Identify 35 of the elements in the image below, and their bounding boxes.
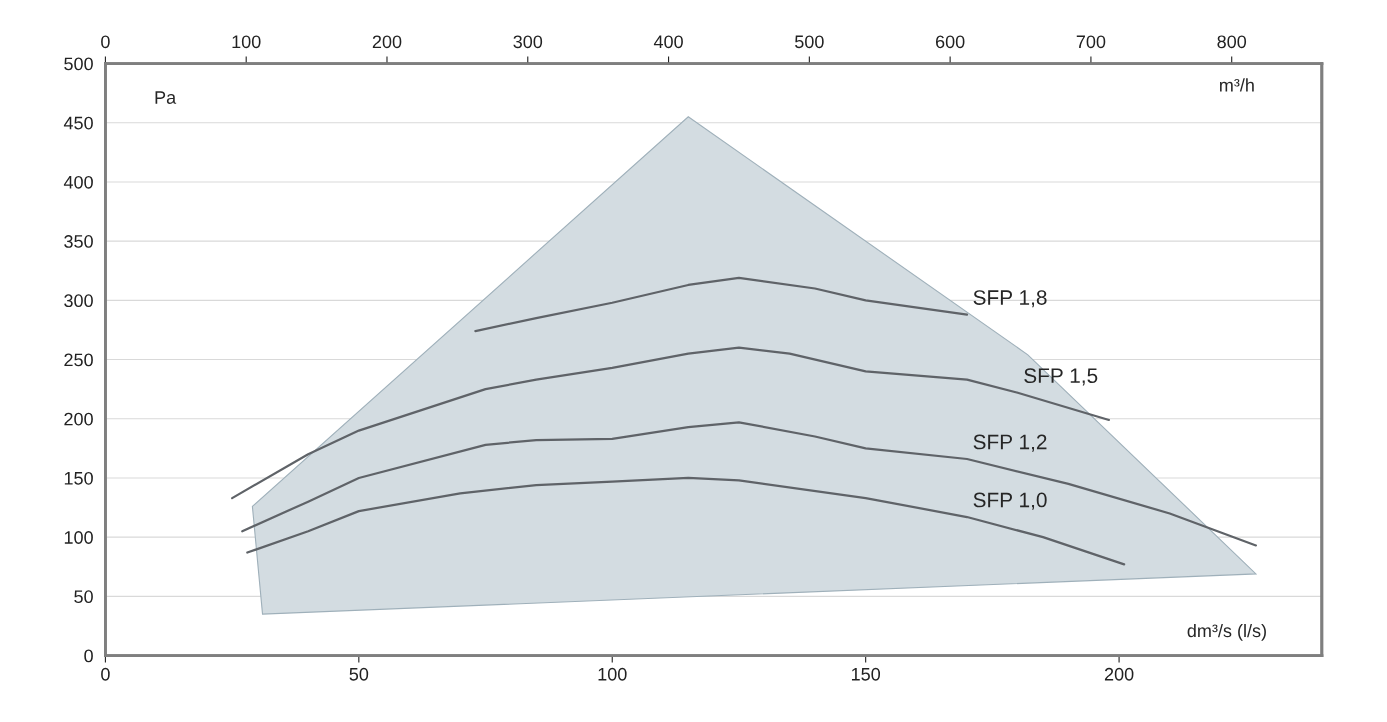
series-label: SFP 1,8: [973, 290, 1047, 308]
y-tick-label: 150: [64, 471, 93, 485]
line-series: [241, 421, 1258, 547]
y-tick-label: 400: [63, 175, 93, 189]
y-axis-title: Pa: [155, 91, 177, 104]
x-tick-label: 50: [349, 667, 369, 681]
x2-tick-label: 700: [1076, 35, 1106, 49]
x-tick-label: 150: [851, 667, 881, 681]
y-tick-label: 500: [64, 57, 93, 71]
x2-tick-label: 200: [372, 35, 402, 49]
x2-tick-label: 800: [1217, 35, 1247, 49]
line-series: [246, 476, 1126, 566]
x2-axis-title: m³/h: [1220, 78, 1254, 92]
x2-tick-label: 400: [653, 35, 683, 49]
x-tick-label: 100: [598, 667, 627, 681]
series-label: SFP 1,0: [973, 492, 1047, 510]
x2-tick-label: 600: [935, 35, 965, 49]
y-tick-label: 50: [74, 590, 93, 604]
y-tick-label: 200: [64, 412, 93, 426]
y-tick-label: 450: [63, 116, 93, 130]
x-tick-label: 0: [101, 667, 110, 681]
x2-tick-label: 300: [513, 35, 543, 49]
x-axis-title: dm³/s (l/s): [1187, 623, 1266, 641]
y-tick-label: 300: [64, 294, 93, 308]
series-label: SFP 1,5: [1024, 368, 1098, 386]
y-tick-label: 100: [64, 531, 93, 544]
y-tick-label: 250: [64, 353, 93, 367]
x-tick-label: 200: [1104, 667, 1134, 681]
y-tick-label: 0: [84, 649, 93, 663]
x2-tick-label: 100: [232, 35, 261, 49]
line-series: [474, 276, 969, 333]
x2-tick-label: 0: [101, 35, 110, 49]
y-tick-label: 350: [64, 235, 93, 248]
series-label: SFP 1,2: [973, 434, 1047, 452]
x2-tick-label: 500: [795, 35, 824, 49]
